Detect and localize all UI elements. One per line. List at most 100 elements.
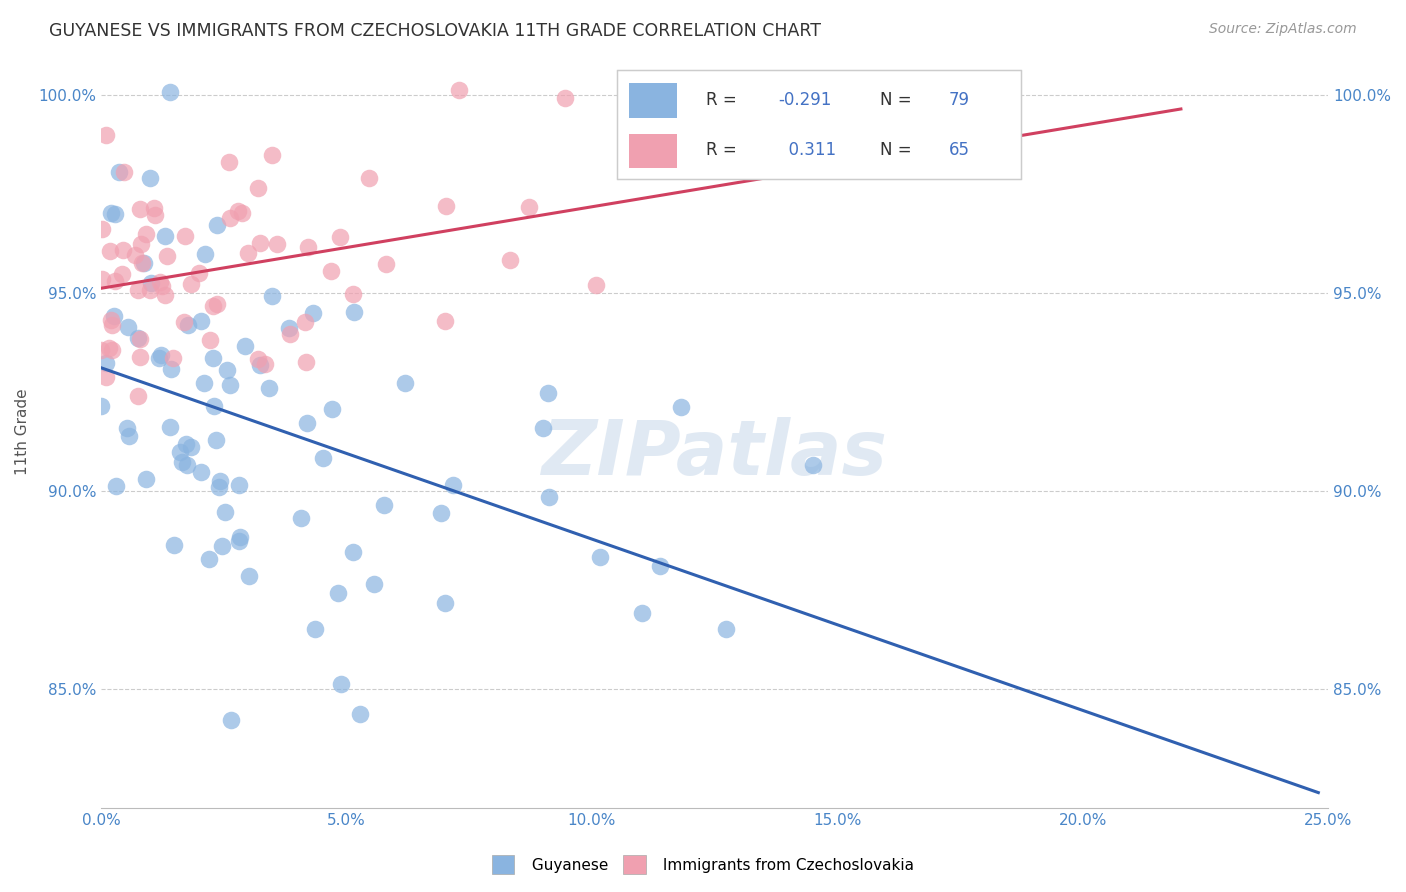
Point	[363, 576, 385, 591]
Point	[159, 420, 181, 434]
Point	[295, 355, 318, 369]
Point	[328, 585, 350, 599]
Point	[190, 465, 212, 479]
Text: Source: ZipAtlas.com: Source: ZipAtlas.com	[1209, 22, 1357, 37]
Point	[129, 332, 152, 346]
Point	[150, 348, 173, 362]
Point	[277, 321, 299, 335]
Point	[302, 306, 325, 320]
Point	[101, 318, 124, 332]
Point	[231, 206, 253, 220]
Point	[531, 420, 554, 434]
Point	[249, 235, 271, 250]
Point	[801, 458, 824, 472]
Point	[253, 357, 276, 371]
Point	[205, 297, 228, 311]
Point	[229, 530, 252, 544]
Point	[499, 252, 522, 267]
Point	[321, 401, 343, 416]
Point	[200, 333, 222, 347]
Point	[162, 351, 184, 366]
Point	[150, 279, 173, 293]
Point	[585, 277, 607, 292]
Point	[117, 319, 139, 334]
Point	[671, 401, 693, 415]
Point	[447, 83, 470, 97]
Point	[357, 170, 380, 185]
Point	[98, 341, 121, 355]
Legend:  Guyanese,  Immigrants from Czechoslovakia: Guyanese, Immigrants from Czechoslovakia	[485, 849, 921, 880]
Point	[205, 219, 228, 233]
Point	[202, 351, 225, 366]
Point	[631, 606, 654, 620]
Point	[172, 455, 194, 469]
Point	[176, 458, 198, 472]
Point	[149, 275, 172, 289]
Point	[100, 206, 122, 220]
Point	[117, 429, 139, 443]
Point	[139, 170, 162, 185]
Point	[177, 318, 200, 332]
Point	[117, 420, 139, 434]
Point	[94, 128, 117, 142]
Point	[188, 266, 211, 280]
Point	[537, 385, 560, 400]
Point	[374, 257, 396, 271]
Point	[190, 314, 212, 328]
Point	[91, 222, 114, 236]
Point	[297, 240, 319, 254]
Point	[433, 596, 456, 610]
Point	[262, 289, 284, 303]
Point	[135, 472, 157, 486]
Point	[143, 208, 166, 222]
Point	[103, 310, 125, 324]
Point	[321, 264, 343, 278]
Point	[160, 362, 183, 376]
Point	[90, 343, 112, 358]
Point	[153, 228, 176, 243]
Point	[156, 249, 179, 263]
Point	[135, 227, 157, 241]
Point	[198, 552, 221, 566]
Point	[108, 165, 131, 179]
Point	[238, 568, 260, 582]
Point	[104, 274, 127, 288]
Point	[219, 211, 242, 225]
Point	[105, 479, 128, 493]
Point	[193, 376, 215, 390]
Point	[249, 358, 271, 372]
Point	[228, 478, 250, 492]
Point	[112, 164, 135, 178]
Point	[174, 229, 197, 244]
Y-axis label: 11th Grade: 11th Grade	[15, 388, 30, 475]
Point	[373, 499, 395, 513]
Point	[90, 399, 112, 413]
Point	[159, 85, 181, 99]
Point	[201, 299, 224, 313]
Point	[517, 200, 540, 214]
Point	[209, 474, 232, 488]
Point	[202, 399, 225, 413]
Point	[124, 248, 146, 262]
Point	[290, 510, 312, 524]
Point	[211, 539, 233, 553]
Point	[228, 534, 250, 549]
Point	[155, 288, 177, 302]
Point	[257, 381, 280, 395]
Point	[204, 434, 226, 448]
Point	[219, 377, 242, 392]
Point	[434, 199, 457, 213]
Point	[433, 314, 456, 328]
Point	[111, 243, 134, 257]
Point	[218, 154, 240, 169]
Point	[143, 201, 166, 215]
Point	[214, 505, 236, 519]
Point	[94, 356, 117, 370]
Point	[650, 558, 672, 573]
Point	[219, 713, 242, 727]
Point	[100, 343, 122, 357]
Point	[127, 283, 149, 297]
Point	[554, 91, 576, 105]
Point	[266, 237, 288, 252]
Point	[100, 313, 122, 327]
